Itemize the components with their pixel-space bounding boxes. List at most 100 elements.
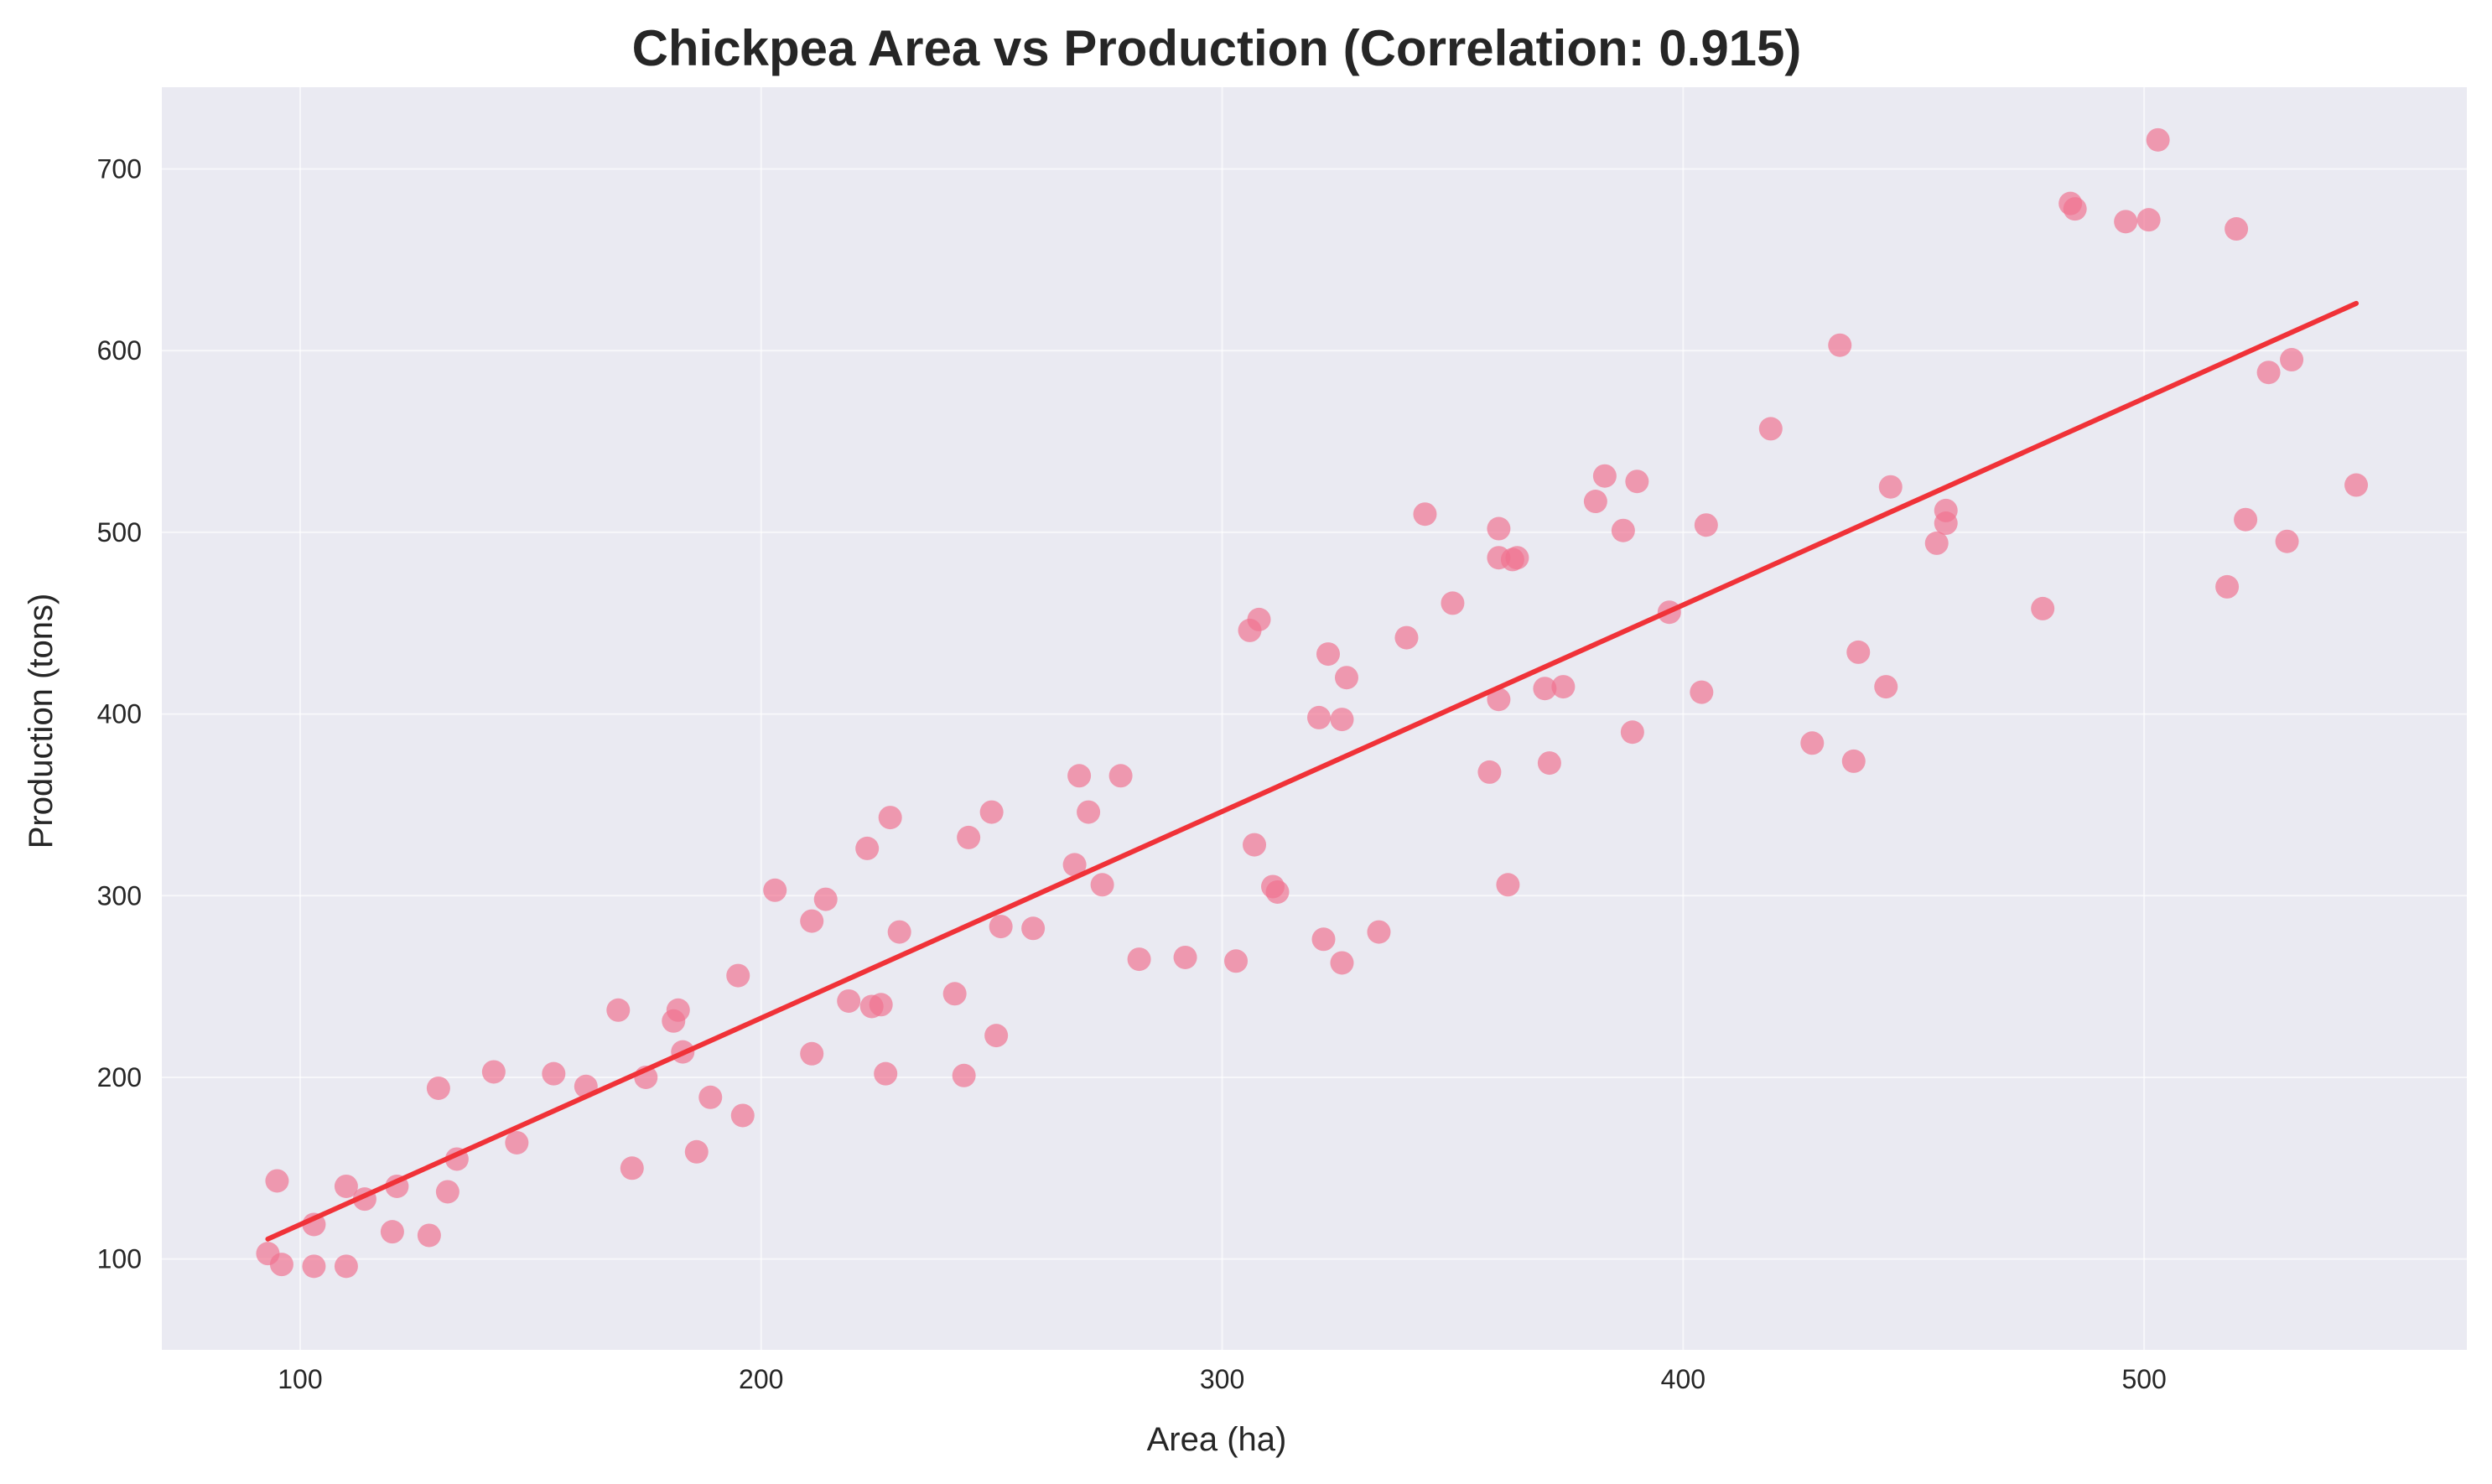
data-point — [1441, 591, 1465, 615]
data-point — [1330, 951, 1354, 975]
y-tick-label: 600 — [97, 335, 142, 366]
y-tick-label: 500 — [97, 517, 142, 547]
data-point — [2225, 217, 2249, 241]
data-point — [1841, 749, 1866, 773]
data-point — [800, 1041, 824, 1066]
data-point — [1173, 945, 1197, 969]
x-tick-label: 100 — [278, 1364, 322, 1394]
data-point — [2280, 348, 2304, 372]
data-point — [1551, 675, 1576, 699]
data-point — [1108, 764, 1133, 788]
data-point — [265, 1169, 289, 1193]
data-point — [1367, 920, 1391, 944]
data-point — [1690, 680, 1714, 704]
x-tick-label: 400 — [1661, 1364, 1705, 1394]
data-point — [1874, 675, 1898, 699]
data-point — [763, 878, 787, 902]
data-point — [1477, 760, 1502, 784]
data-point — [1243, 833, 1267, 857]
chart-title: Chickpea Area vs Production (Correlation… — [632, 20, 1802, 76]
data-point — [334, 1174, 358, 1198]
data-point — [1620, 720, 1644, 745]
data-point — [481, 1060, 506, 1084]
data-point — [2031, 596, 2055, 620]
data-point — [435, 1180, 459, 1204]
data-point — [1247, 607, 1271, 631]
data-point — [855, 836, 880, 860]
data-point — [1021, 916, 1046, 941]
data-point — [800, 909, 824, 933]
data-point — [989, 915, 1013, 939]
data-point — [1394, 625, 1419, 650]
data-point — [730, 1103, 755, 1128]
data-point — [620, 1156, 644, 1180]
data-point — [2136, 208, 2161, 232]
data-point — [1334, 666, 1358, 690]
data-point — [1800, 731, 1825, 755]
data-point — [942, 982, 967, 1006]
x-tick-label: 300 — [1200, 1364, 1244, 1394]
data-point — [2215, 574, 2240, 599]
data-point — [984, 1024, 1009, 1048]
data-point — [1487, 516, 1511, 541]
data-point — [1311, 927, 1336, 952]
y-axis-label: Production (tons) — [23, 594, 60, 849]
data-point — [1592, 464, 1617, 488]
data-point — [1224, 949, 1249, 973]
data-point — [1487, 688, 1511, 712]
x-axis-ticks: 100 200 300 400 500 — [278, 1364, 2167, 1394]
data-points — [256, 127, 2369, 1279]
data-point — [878, 806, 902, 830]
data-point — [302, 1254, 326, 1279]
data-point — [1611, 518, 1635, 542]
data-point — [1537, 751, 1561, 776]
data-point — [334, 1254, 358, 1279]
data-point — [1924, 531, 1949, 555]
data-point — [957, 825, 981, 849]
data-point — [2146, 127, 2170, 152]
y-axis-ticks: 100 200 300 400 500 600 700 — [97, 154, 142, 1274]
data-point — [2256, 361, 2281, 385]
y-tick-label: 300 — [97, 880, 142, 911]
data-point — [505, 1130, 529, 1155]
x-tick-label: 500 — [2121, 1364, 2166, 1394]
data-point — [1062, 853, 1087, 877]
data-point — [2234, 507, 2258, 532]
data-point — [1878, 475, 1903, 499]
data-point — [684, 1139, 709, 1164]
data-point — [417, 1223, 441, 1248]
data-point — [1934, 498, 1958, 522]
data-point — [1694, 513, 1718, 537]
data-point — [979, 800, 1004, 824]
data-point — [726, 963, 750, 988]
data-point — [380, 1220, 404, 1244]
data-point — [837, 988, 861, 1013]
data-point — [1505, 546, 1529, 570]
trend-line — [265, 300, 2360, 1242]
data-point — [1306, 705, 1331, 729]
data-point — [666, 998, 690, 1022]
data-point — [1067, 764, 1092, 788]
data-point — [1846, 640, 1871, 664]
data-point — [874, 1061, 898, 1086]
data-point — [606, 998, 631, 1022]
data-point — [1828, 333, 1852, 357]
data-point — [698, 1085, 723, 1109]
data-point — [1127, 947, 1151, 972]
data-point — [1413, 502, 1437, 527]
data-point — [952, 1063, 976, 1087]
data-point — [2275, 529, 2299, 553]
x-axis-label: Area (ha) — [1147, 1421, 1287, 1458]
y-tick-label: 100 — [97, 1244, 142, 1274]
data-point — [813, 887, 838, 911]
data-point — [1583, 490, 1607, 514]
data-point — [1077, 800, 1101, 824]
data-point — [1533, 677, 1557, 701]
data-point — [426, 1076, 450, 1100]
data-point — [1496, 873, 1520, 897]
data-point — [1758, 417, 1783, 441]
y-tick-label: 700 — [97, 154, 142, 184]
data-point — [2344, 473, 2369, 497]
data-point — [1316, 642, 1340, 667]
